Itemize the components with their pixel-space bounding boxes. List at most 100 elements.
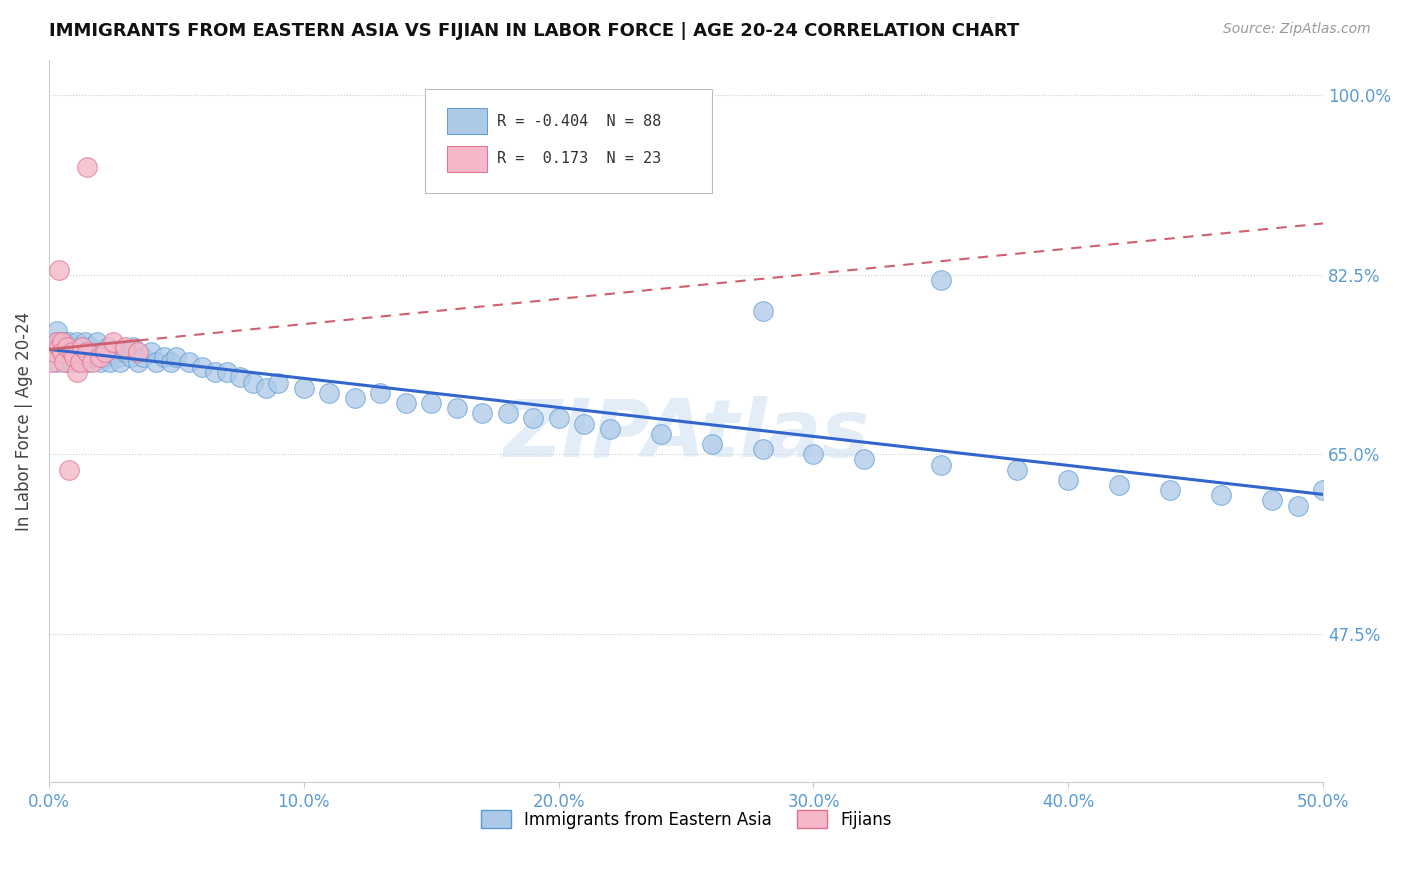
Point: [56, 340, 79, 354]
Point: [82, 350, 104, 364]
Text: R =  0.173  N = 23: R = 0.173 N = 23: [498, 151, 662, 166]
Point: [1108, 478, 1130, 492]
Point: [471, 406, 494, 420]
Point: [53, 334, 76, 349]
Point: [42, 334, 65, 349]
FancyBboxPatch shape: [447, 108, 488, 134]
Point: [101, 334, 124, 349]
Point: [56, 355, 79, 369]
Point: [1007, 463, 1029, 477]
Point: [94, 344, 117, 359]
Point: [86, 334, 108, 349]
Point: [1286, 499, 1309, 513]
Point: [152, 350, 174, 364]
Point: [51, 334, 73, 349]
Point: [751, 442, 773, 457]
Point: [48, 334, 70, 349]
Point: [101, 344, 124, 359]
Point: [66, 344, 89, 359]
Point: [97, 340, 120, 354]
Point: [127, 355, 149, 369]
Point: [229, 370, 252, 384]
Point: [120, 350, 142, 364]
Legend: Immigrants from Eastern Asia, Fijians: Immigrants from Eastern Asia, Fijians: [474, 804, 898, 836]
Point: [45, 324, 67, 338]
Point: [82, 355, 104, 369]
Point: [110, 355, 132, 369]
Point: [1159, 483, 1181, 498]
Point: [139, 344, 162, 359]
Point: [267, 376, 290, 390]
Point: [41, 350, 63, 364]
Y-axis label: In Labor Force | Age 20-24: In Labor Force | Age 20-24: [15, 311, 32, 531]
Point: [1312, 483, 1334, 498]
Point: [522, 411, 544, 425]
Point: [292, 381, 315, 395]
Point: [53, 344, 76, 359]
Point: [929, 273, 952, 287]
Point: [66, 365, 89, 379]
Point: [48, 340, 70, 354]
Point: [160, 355, 183, 369]
Point: [45, 334, 67, 349]
Point: [73, 344, 96, 359]
Point: [420, 396, 443, 410]
Point: [803, 447, 825, 461]
Point: [91, 344, 114, 359]
Point: [60, 344, 83, 359]
Point: [73, 334, 96, 349]
Point: [42, 344, 65, 359]
Point: [53, 355, 76, 369]
Point: [127, 344, 149, 359]
Point: [83, 344, 105, 359]
Point: [45, 340, 67, 354]
FancyBboxPatch shape: [425, 88, 711, 194]
Point: [70, 340, 93, 354]
Text: ZIPAtlas: ZIPAtlas: [503, 396, 869, 475]
Point: [63, 350, 86, 364]
Point: [254, 381, 277, 395]
Point: [496, 406, 519, 420]
Point: [41, 340, 63, 354]
Point: [242, 376, 264, 390]
Point: [48, 344, 70, 359]
Point: [700, 437, 723, 451]
Point: [165, 350, 187, 364]
Point: [114, 340, 136, 354]
Point: [60, 355, 83, 369]
Point: [79, 340, 101, 354]
Point: [98, 355, 121, 369]
Point: [1261, 493, 1284, 508]
Point: [58, 463, 80, 477]
Point: [1211, 488, 1233, 502]
Text: R = -0.404  N = 88: R = -0.404 N = 88: [498, 113, 662, 128]
Point: [89, 355, 111, 369]
Point: [179, 355, 201, 369]
Point: [650, 426, 672, 441]
Point: [217, 365, 239, 379]
Point: [368, 385, 391, 400]
Point: [76, 355, 98, 369]
Point: [107, 350, 129, 364]
Point: [56, 340, 79, 354]
Point: [60, 344, 83, 359]
Text: IMMIGRANTS FROM EASTERN ASIA VS FIJIAN IN LABOR FORCE | AGE 20-24 CORRELATION CH: IMMIGRANTS FROM EASTERN ASIA VS FIJIAN I…: [49, 22, 1019, 40]
Point: [48, 262, 70, 277]
Point: [114, 344, 136, 359]
Point: [51, 340, 73, 354]
Point: [1057, 473, 1080, 487]
Point: [69, 355, 91, 369]
Point: [204, 365, 226, 379]
Point: [94, 350, 117, 364]
Point: [751, 303, 773, 318]
Point: [572, 417, 595, 431]
Text: Source: ZipAtlas.com: Source: ZipAtlas.com: [1223, 22, 1371, 37]
Point: [343, 391, 366, 405]
Point: [70, 340, 93, 354]
Point: [89, 350, 111, 364]
FancyBboxPatch shape: [447, 145, 488, 171]
Point: [76, 344, 98, 359]
Point: [51, 350, 73, 364]
Point: [395, 396, 418, 410]
Point: [853, 452, 876, 467]
